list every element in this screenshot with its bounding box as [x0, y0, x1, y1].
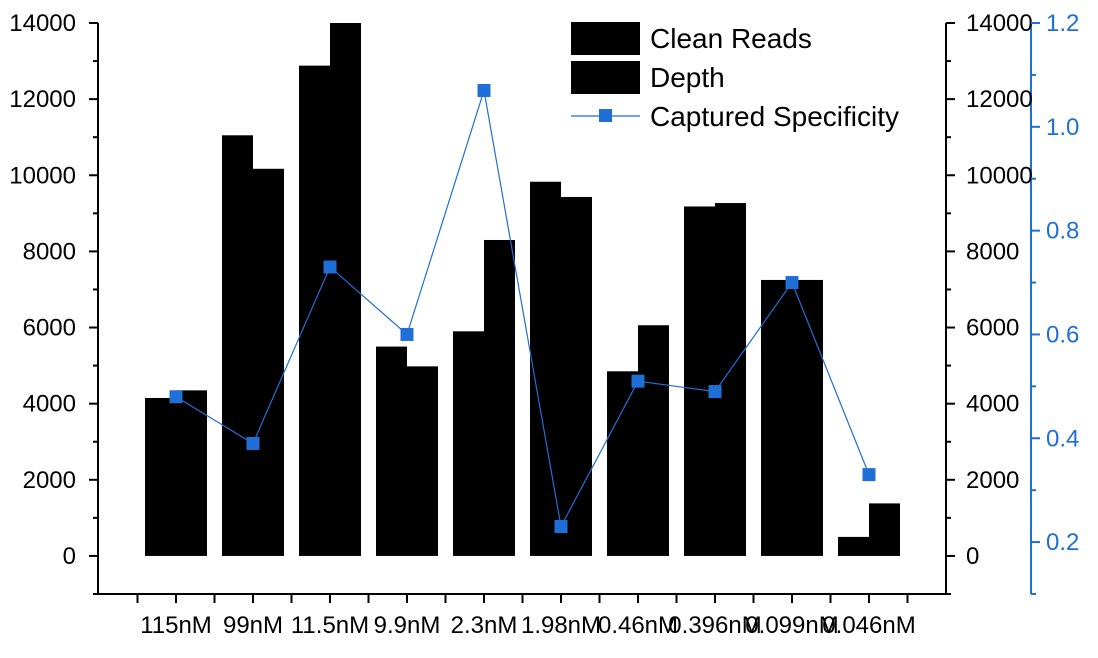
x-tick-label: 0.396nM — [668, 612, 761, 639]
y-outer-tick-label: 0.2 — [1046, 529, 1079, 556]
bar-clean-reads — [607, 371, 638, 556]
bar-depth — [638, 325, 669, 556]
y-right-tick-label: 0 — [966, 543, 979, 570]
y-left-tick-label: 12000 — [9, 86, 76, 113]
bar-clean-reads — [453, 331, 484, 556]
bar-clean-reads — [530, 181, 561, 556]
y-outer-tick-label: 1.0 — [1046, 114, 1079, 141]
legend-label-clean-reads: Clean Reads — [650, 23, 812, 54]
specificity-marker — [554, 520, 568, 534]
x-tick-label: 2.3nM — [451, 612, 518, 639]
x-tick-label: 115nM — [140, 612, 212, 639]
legend-swatch-depth — [571, 61, 640, 94]
y-right-tick-label: 6000 — [966, 315, 1019, 342]
x-tick-label: 99nM — [223, 612, 283, 639]
bar-depth — [176, 390, 207, 556]
y-right-tick-label: 2000 — [966, 467, 1019, 494]
bar-depth — [715, 203, 746, 556]
x-tick-label: 0.46nM — [598, 612, 678, 639]
bar-clean-reads — [222, 135, 253, 556]
bar-clean-reads — [299, 65, 330, 556]
bar-depth — [253, 168, 284, 556]
y-left-tick-label: 0 — [63, 543, 76, 570]
x-tick-label: 0.046nM — [822, 612, 915, 639]
x-tick-label: 0.099nM — [745, 612, 838, 639]
y-left-tick-label: 6000 — [23, 315, 76, 342]
y-outer-tick-label: 0.6 — [1046, 321, 1079, 348]
ticks-group: 0 2000 4000 6000 8000 10000 12000 14000 0 2000 400… — [9, 10, 1079, 639]
specificity-line-group — [169, 83, 876, 534]
x-tick-label: 9.9nM — [374, 612, 441, 639]
y-left-tick-label: 2000 — [23, 467, 76, 494]
bar-clean-reads — [761, 279, 792, 556]
chart-frame — [97, 23, 1032, 595]
legend-marker-specificity — [599, 109, 612, 122]
specificity-marker — [708, 385, 722, 399]
x-tick-label: 11.5nM — [291, 612, 369, 639]
specificity-marker — [631, 374, 645, 388]
x-tick-label: 1.98nM — [521, 612, 601, 639]
specificity-marker — [169, 390, 183, 404]
legend-swatch-clean-reads — [571, 22, 640, 55]
legend-label-specificity: Captured Specificity — [650, 101, 899, 132]
y-right-tick-label: 10000 — [966, 162, 1033, 189]
legend: Clean Reads Depth Captured Specificity — [571, 22, 899, 132]
bar-depth — [792, 279, 823, 556]
specificity-line — [175, 90, 870, 529]
specificity-marker — [323, 260, 337, 274]
legend-label-depth: Depth — [650, 62, 725, 93]
y-right-tick-label: 4000 — [966, 391, 1019, 418]
y-left-tick-label: 14000 — [9, 10, 76, 37]
bar-clean-reads — [145, 397, 176, 556]
bar-depth — [484, 239, 515, 556]
specificity-marker — [862, 468, 876, 482]
y-left-tick-label: 4000 — [23, 391, 76, 418]
y-outer-tick-label: 0.4 — [1046, 425, 1079, 452]
bar-clean-reads — [838, 536, 869, 556]
y-right-tick-label: 8000 — [966, 238, 1019, 265]
y-right-tick-label: 14000 — [966, 10, 1033, 37]
y-left-tick-label: 8000 — [23, 238, 76, 265]
y-outer-tick-label: 0.8 — [1046, 218, 1079, 245]
specificity-marker — [400, 327, 414, 341]
y-right-tick-label: 12000 — [966, 86, 1033, 113]
y-left-tick-label: 10000 — [9, 162, 76, 189]
specificity-marker — [246, 436, 260, 450]
bar-depth — [407, 366, 438, 556]
bar-depth — [561, 196, 592, 556]
y-outer-tick-label: 1.2 — [1046, 10, 1079, 37]
specificity-marker — [785, 276, 799, 290]
bars-group — [145, 23, 900, 556]
bar-depth — [869, 503, 900, 556]
bar-clean-reads — [376, 346, 407, 556]
specificity-marker — [477, 83, 491, 97]
bar-clean-reads — [684, 206, 715, 556]
